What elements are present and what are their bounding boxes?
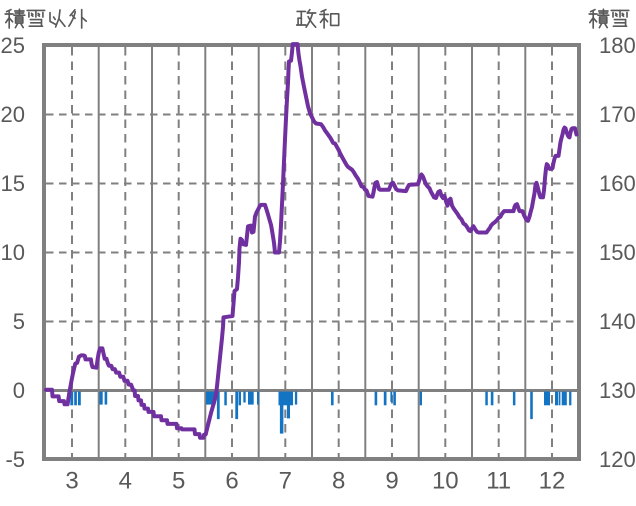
svg-text:150: 150: [599, 240, 636, 265]
svg-text:4: 4: [119, 468, 132, 495]
svg-text:8: 8: [332, 468, 345, 495]
svg-text:160: 160: [599, 171, 636, 196]
svg-text:170: 170: [599, 102, 636, 127]
svg-text:-5: -5: [5, 447, 25, 472]
svg-text:10: 10: [1, 240, 25, 265]
svg-text:130: 130: [599, 378, 636, 403]
svg-text:25: 25: [1, 33, 25, 58]
svg-text:7: 7: [279, 468, 292, 495]
svg-text:140: 140: [599, 309, 636, 334]
svg-text:9: 9: [385, 468, 398, 495]
svg-text:10: 10: [432, 468, 459, 495]
svg-text:12: 12: [539, 468, 566, 495]
svg-text:0: 0: [13, 378, 25, 403]
svg-text:3: 3: [65, 468, 78, 495]
svg-text:5: 5: [172, 468, 185, 495]
svg-text:180: 180: [599, 33, 636, 58]
svg-text:15: 15: [1, 171, 25, 196]
svg-text:20: 20: [1, 102, 25, 127]
svg-text:120: 120: [599, 447, 636, 472]
svg-text:11: 11: [486, 468, 511, 495]
svg-text:6: 6: [225, 468, 238, 495]
svg-text:5: 5: [13, 309, 25, 334]
